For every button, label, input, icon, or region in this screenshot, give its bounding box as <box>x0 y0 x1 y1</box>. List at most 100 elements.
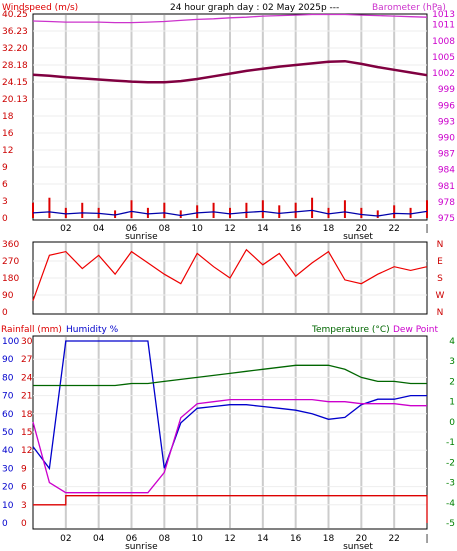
dir-compass-0: N <box>437 308 444 318</box>
x-tick-bottom-22: 22 <box>388 534 399 544</box>
x-tick-top-22: 22 <box>388 224 399 234</box>
humidity-tick-0: 0 <box>2 519 8 529</box>
baro-tick-975: 975 <box>438 214 455 224</box>
temp-tick-3: 3 <box>449 357 455 367</box>
wind-tick-32.20: 32.20 <box>2 44 28 54</box>
header-barometer-label: Barometer (hPa) <box>372 3 446 13</box>
x-tick-bottom-14: 14 <box>257 534 269 544</box>
rain-tick-12: 12 <box>21 446 32 456</box>
series-barometer <box>32 13 428 24</box>
humidity-tick-50: 50 <box>2 428 14 438</box>
temperature-axis-label: Temperature (°C) <box>311 325 390 335</box>
temp-tick--4: -4 <box>446 499 455 509</box>
x-tick-bottom-08: 08 <box>159 534 171 544</box>
baro-tick-1011: 1011 <box>432 21 455 31</box>
humidity-tick-90: 90 <box>2 355 14 365</box>
x-tick-bottom-06: 06 <box>126 534 138 544</box>
baro-tick-1013: 1013 <box>432 10 455 20</box>
x-tick-bottom-18: 18 <box>323 534 335 544</box>
x-tick-bottom-16: 16 <box>290 534 302 544</box>
baro-tick-1005: 1005 <box>432 53 455 63</box>
wind-tick-12: 12 <box>2 146 13 156</box>
sunset-label-bottom: sunset <box>343 542 373 551</box>
x-tick-top-02: 02 <box>60 224 71 234</box>
x-tick-top-18: 18 <box>323 224 335 234</box>
dir-tick-90: 90 <box>2 291 14 301</box>
baro-tick-990: 990 <box>438 133 455 143</box>
dir-tick-0: 0 <box>2 308 8 318</box>
wind-tick-18: 18 <box>2 112 14 122</box>
series-rainfall <box>33 495 428 523</box>
humidity-tick-100: 100 <box>2 337 19 347</box>
temp-tick-4: 4 <box>449 337 455 347</box>
humidity-tick-10: 10 <box>2 501 14 511</box>
temp-tick--2: -2 <box>446 458 455 468</box>
baro-tick-978: 978 <box>438 198 455 208</box>
series-temperature <box>33 364 427 387</box>
rainfall-axis-label: Rainfall (mm) <box>1 325 62 335</box>
temp-tick-1: 1 <box>449 398 455 408</box>
temp-tick--1: -1 <box>446 438 455 448</box>
series-wind-average <box>32 209 428 217</box>
dir-tick-360: 360 <box>2 240 19 250</box>
baro-tick-996: 996 <box>438 101 455 111</box>
series-direction <box>32 248 428 301</box>
dir-compass-3: E <box>437 257 443 267</box>
axis-labels: 0202040406060808101012121414161618182020… <box>2 10 455 551</box>
series-humidity <box>32 340 427 471</box>
rain-tick-30: 30 <box>21 337 33 347</box>
humidity-tick-60: 60 <box>2 410 14 420</box>
rain-tick-6: 6 <box>21 483 27 493</box>
x-tick-bottom-20: 20 <box>356 534 368 544</box>
humidity-tick-20: 20 <box>2 483 14 493</box>
dir-compass-4: N <box>437 240 444 250</box>
dir-compass-2: S <box>437 274 443 284</box>
sunset-label-top: sunset <box>343 232 373 242</box>
humidity-tick-40: 40 <box>2 446 14 456</box>
x-tick-top-14: 14 <box>257 224 269 234</box>
wind-tick-0: 0 <box>2 214 8 224</box>
series-layer <box>32 13 428 523</box>
wind-tick-20.13: 20.13 <box>2 95 28 105</box>
rain-tick-15: 15 <box>21 428 32 438</box>
x-tick-bottom-12: 12 <box>224 534 235 544</box>
humidity-tick-30: 30 <box>2 464 14 474</box>
rain-tick-0: 0 <box>21 519 27 529</box>
wind-tick-28.18: 28.18 <box>2 61 28 71</box>
wind-tick-16: 16 <box>2 129 14 139</box>
baro-tick-993: 993 <box>438 117 455 127</box>
baro-tick-984: 984 <box>438 166 455 176</box>
baro-tick-1002: 1002 <box>432 69 455 79</box>
dir-compass-1: W <box>436 291 445 301</box>
dewpoint-axis-label: Dew Point <box>393 325 439 335</box>
rain-tick-24: 24 <box>21 373 33 383</box>
rain-tick-3: 3 <box>21 501 27 511</box>
baro-tick-987: 987 <box>438 150 455 160</box>
wind-tick-9: 9 <box>2 163 8 173</box>
baro-tick-999: 999 <box>438 85 455 95</box>
x-tick-bottom-02: 02 <box>60 534 71 544</box>
wind-tick-6: 6 <box>2 180 8 190</box>
baro-tick-981: 981 <box>438 182 455 192</box>
header-windspeed-label: Windspeed (m/s) <box>2 3 78 13</box>
x-tick-bottom-10: 10 <box>191 534 203 544</box>
sunrise-label-bottom: sunrise <box>125 542 158 551</box>
x-tick-top-06: 06 <box>126 224 138 234</box>
x-tick-top-10: 10 <box>191 224 203 234</box>
wind-tick-3: 3 <box>2 197 8 207</box>
humidity-axis-label: Humidity % <box>66 325 119 335</box>
sunrise-label-top: sunrise <box>125 232 158 242</box>
rain-tick-27: 27 <box>21 355 32 365</box>
header-title: 24 hour graph day : 02 May 2025p --- <box>170 3 339 13</box>
dir-tick-180: 180 <box>2 274 19 284</box>
x-tick-top-08: 08 <box>159 224 171 234</box>
temp-tick-2: 2 <box>449 377 455 387</box>
wind-tick-40.25: 40.25 <box>2 10 28 20</box>
x-tick-top-|: | <box>425 224 428 234</box>
temp-tick--5: -5 <box>446 519 455 529</box>
humidity-tick-80: 80 <box>2 373 14 383</box>
x-tick-top-04: 04 <box>93 224 105 234</box>
baro-tick-1008: 1008 <box>432 37 455 47</box>
series-barometer-trend <box>32 59 428 84</box>
